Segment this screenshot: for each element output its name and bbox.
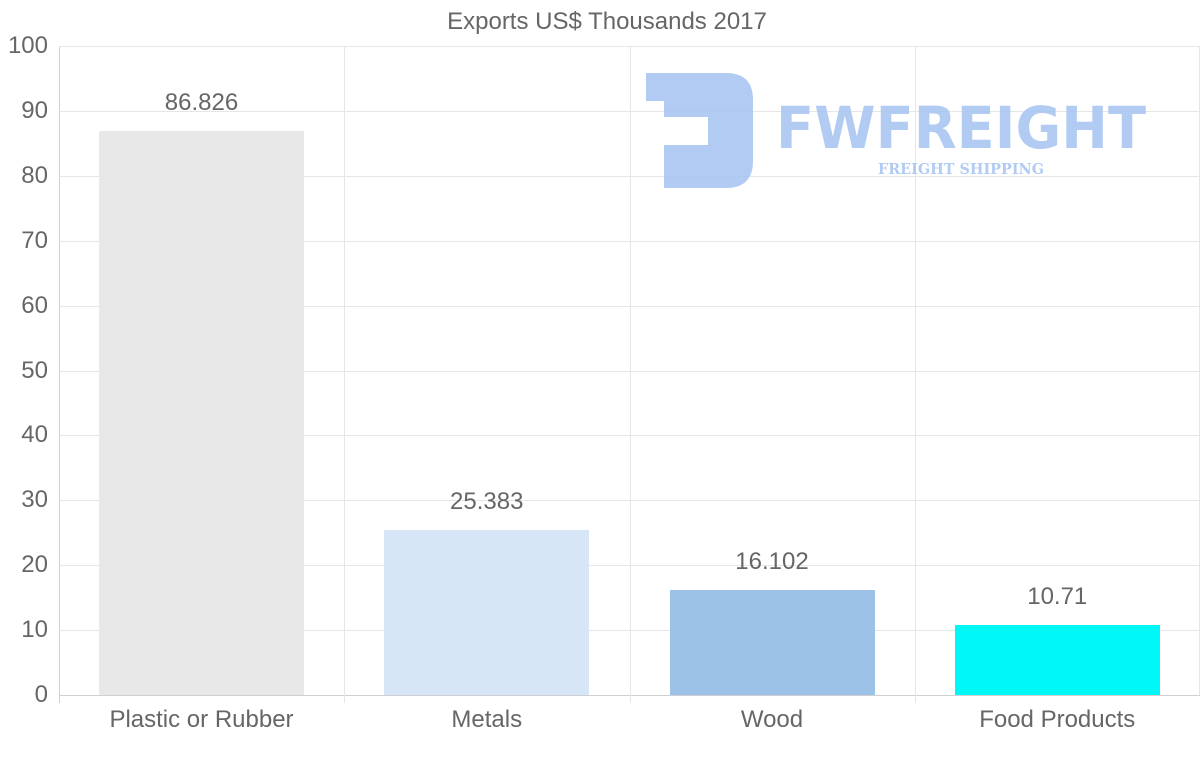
bar-metals[interactable] bbox=[384, 530, 590, 695]
y-tick-label: 60 bbox=[21, 291, 48, 319]
gridline-vertical bbox=[344, 46, 346, 703]
y-axis-line bbox=[59, 46, 60, 703]
gridline-vertical bbox=[914, 46, 916, 703]
y-tick-label: 40 bbox=[21, 421, 48, 449]
watermark-tagline-text: FREIGHT SHIPPING bbox=[878, 160, 1044, 178]
bar-value-label: 86.826 bbox=[164, 89, 239, 117]
gridline-vertical bbox=[629, 46, 631, 703]
x-tick-label: Metals bbox=[451, 706, 523, 733]
chart-title: Exports US$ Thousands 2017 bbox=[447, 8, 767, 35]
y-tick-label: 10 bbox=[21, 616, 48, 644]
bar-value-label: 25.383 bbox=[450, 488, 524, 516]
y-tick-label: 70 bbox=[21, 226, 48, 254]
y-tick-label: 50 bbox=[21, 356, 48, 384]
bar-plastic-or-rubber[interactable] bbox=[99, 131, 305, 695]
x-tick-label: Food Products bbox=[979, 706, 1136, 733]
bar-food-products[interactable] bbox=[954, 625, 1160, 695]
x-tick-label: Wood bbox=[740, 706, 804, 733]
bar-wood[interactable] bbox=[669, 590, 875, 695]
fwfreight-watermark-logo: FWFREIGHT FREIGHT SHIPPING bbox=[646, 73, 1146, 188]
y-tick-label: 80 bbox=[21, 161, 48, 189]
bar-value-label: 16.102 bbox=[735, 548, 809, 576]
y-tick-label: 100 bbox=[7, 32, 48, 59]
y-tick-label: 0 bbox=[34, 681, 48, 708]
x-tick-label: Plastic or Rubber bbox=[109, 706, 294, 733]
y-tick-label: 30 bbox=[21, 486, 48, 514]
bar-value-label: 10.71 bbox=[1027, 583, 1088, 611]
logo-mark-icon bbox=[646, 73, 753, 188]
y-tick-label: 20 bbox=[21, 551, 48, 579]
y-tick-label: 90 bbox=[21, 96, 48, 124]
watermark-brand-text: FWFREIGHT bbox=[776, 94, 1146, 162]
